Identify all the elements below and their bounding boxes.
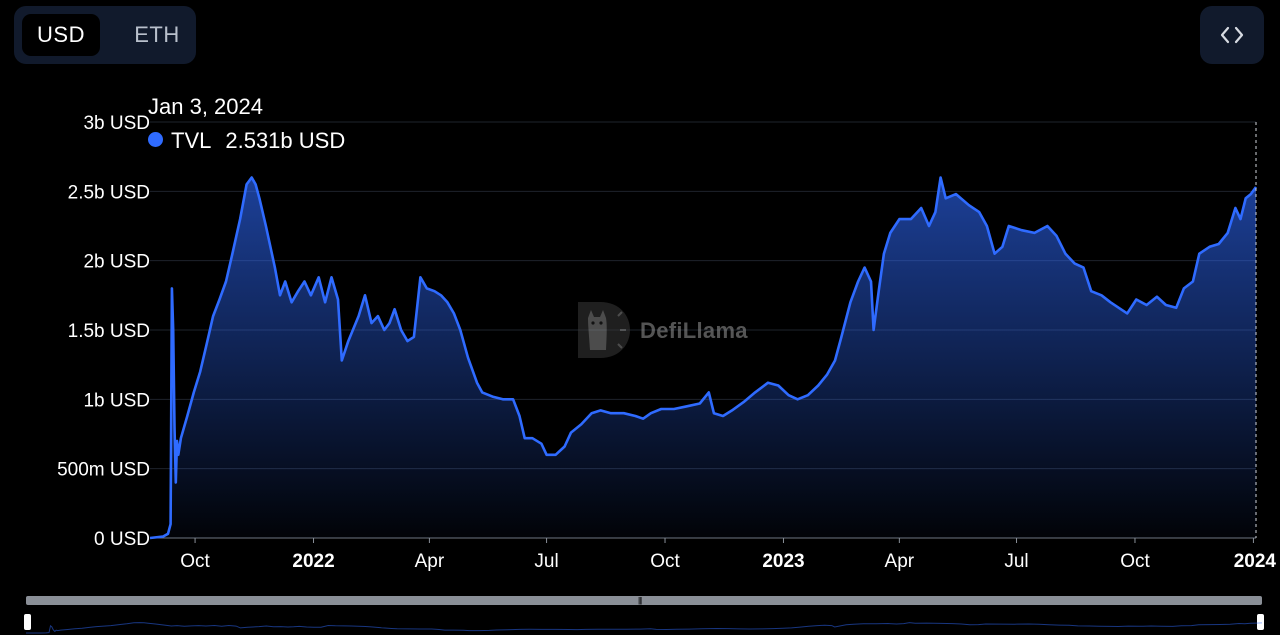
tvl-area [150,177,1256,538]
brush-track[interactable] [26,596,1262,605]
x-tick-label: Oct [1120,551,1150,572]
x-tick-label: 2024 [1234,551,1277,572]
tvl-chart[interactable]: 0 USD 500m USD 1b USD 1.5b USD 2b USD 2.5b US… [0,0,1280,600]
x-tick-label: Oct [180,551,210,572]
x-tick-label: 2023 [762,551,804,572]
watermark-text: DefiLlama [640,318,748,343]
grip-icon[interactable]: ||| [638,596,642,605]
tooltip-date: Jan 3, 2024 [148,94,263,119]
llama-logo-icon [578,302,630,358]
x-tick-label: 2022 [292,551,334,572]
currency-toggle: USD ETH [14,6,196,64]
usd-button[interactable]: USD [22,14,100,56]
y-tick-label: 3b USD [83,113,150,134]
y-tick-label: 0 USD [94,529,150,550]
code-icon [1220,26,1244,44]
tvl-series-line [149,176,1258,540]
embed-button[interactable] [1200,6,1264,64]
watermark: DefiLlama [574,298,748,367]
x-tick-label: Oct [650,551,680,572]
y-axis: 0 USD 500m USD 1b USD 1.5b USD 2b USD 2.5b US… [57,113,150,550]
x-tick-label: Apr [415,551,445,572]
x-tick-label: Jul [534,551,558,572]
series-color-dot [148,132,163,147]
brush-handle-left[interactable] [24,614,31,630]
brush-handle-right[interactable] [1257,614,1264,630]
tooltip-series-row: TVL 2.531b USD [148,128,345,154]
tooltip-value: 2.531b USD [225,128,346,153]
y-tick-label: 500m USD [57,460,150,481]
eth-button[interactable]: ETH [134,22,180,47]
y-tick-label: 1.5b USD [68,321,150,342]
range-brush[interactable]: ||| [24,596,1264,634]
x-tick-label: Apr [885,551,915,572]
x-axis: Oct 2022 Apr Jul Oct 2023 Apr Jul Oct 2024 [150,537,1277,572]
y-tick-label: 1b USD [83,390,150,411]
brush-preview [26,622,1262,634]
y-tick-label: 2b USD [83,252,150,273]
tooltip-series-name: TVL [171,128,212,153]
y-tick-label: 2.5b USD [68,182,150,203]
x-tick-label: Jul [1004,551,1028,572]
